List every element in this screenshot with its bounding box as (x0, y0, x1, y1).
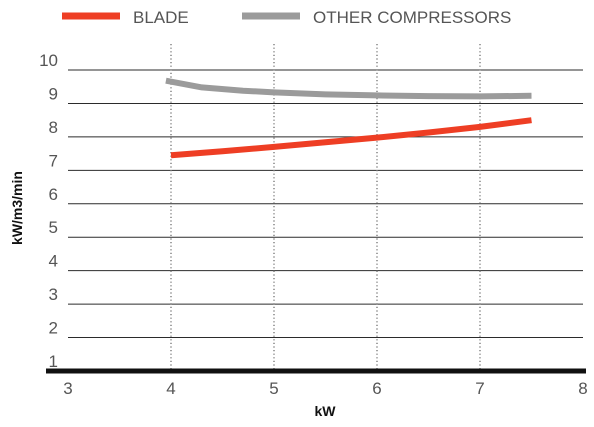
legend-label-1: OTHER COMPRESSORS (313, 8, 511, 27)
y-tick-label: 9 (49, 84, 58, 103)
legend: BLADE OTHER COMPRESSORS (62, 8, 511, 27)
y-tick-label: 6 (49, 185, 58, 204)
y-tick-label: 3 (49, 285, 58, 304)
y-tick-label: 5 (49, 218, 58, 237)
legend-label-0: BLADE (133, 8, 189, 27)
y-tick-label: 10 (39, 51, 58, 70)
y-tick-label: 1 (49, 352, 58, 371)
x-axis-title: kW (315, 403, 337, 419)
series-layer (165, 77, 532, 159)
x-tick-label: 3 (63, 379, 72, 398)
x-tick-label: 5 (269, 379, 278, 398)
series-line-0 (170, 117, 532, 159)
y-tick-label: 7 (49, 151, 58, 170)
y-axis-title: kW/m3/min (9, 171, 25, 245)
axes: 1 2 3 4 5 6 7 8 9 10 3 4 5 6 7 8 kW kW/m3/min (9, 51, 588, 419)
x-tick-label: 8 (578, 379, 587, 398)
y-tick-label: 4 (49, 252, 58, 271)
x-tick-label: 7 (475, 379, 484, 398)
x-tick-label: 4 (166, 379, 175, 398)
y-tick-label: 8 (49, 118, 58, 137)
y-tick-label: 2 (49, 319, 58, 338)
x-tick-label: 6 (372, 379, 381, 398)
series-line-1 (165, 77, 532, 100)
